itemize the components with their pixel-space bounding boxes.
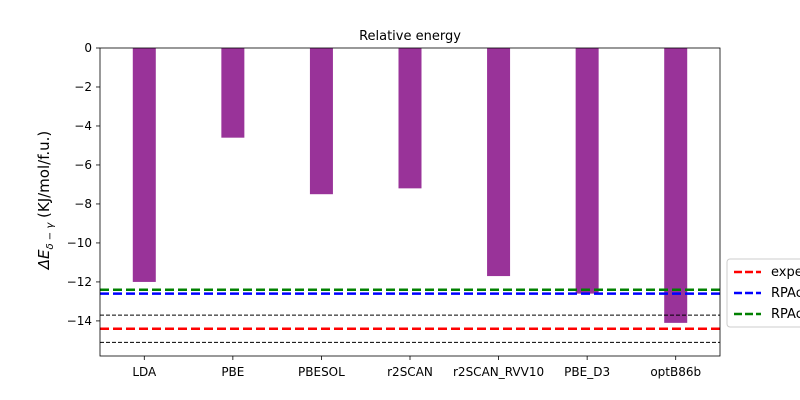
bar-pbesol <box>309 48 333 195</box>
legend: expe RPAc RPAc <box>726 258 800 328</box>
chart-title: Relative energy <box>359 29 461 44</box>
bar-pbe_d3 <box>575 48 599 294</box>
y-tick-label: −8 <box>74 197 92 211</box>
bar-r2scan_rvv10 <box>487 48 511 277</box>
legend-label: expe <box>771 265 800 280</box>
y-axis-label-main: ΔE <box>35 249 53 270</box>
x-tick-label: r2SCAN_RVV10 <box>453 365 544 379</box>
y-tick-label: −10 <box>67 236 92 250</box>
x-tick-label: optB86b <box>650 365 701 379</box>
y-tick-label: −14 <box>67 314 92 328</box>
bar-r2scan <box>398 48 422 189</box>
y-axis-label-unit: (KJ/mol/f.u.) <box>35 131 53 223</box>
x-tick-label: LDA <box>132 365 157 379</box>
bar-pbe <box>221 48 245 138</box>
x-tick-label: PBE <box>221 365 244 379</box>
legend-label: RPAc <box>771 307 800 322</box>
y-tick-label: −6 <box>74 158 92 172</box>
y-tick-label: −2 <box>74 80 92 94</box>
bar-lda <box>132 48 156 282</box>
y-tick-label: −12 <box>67 275 92 289</box>
y-tick-label: 0 <box>84 41 92 55</box>
x-tick-label: PBE_D3 <box>564 365 610 379</box>
x-tick-label: r2SCAN <box>387 365 433 379</box>
x-tick-label: PBESOL <box>298 365 345 379</box>
legend-label: RPAc <box>771 286 800 301</box>
legend-box <box>726 258 800 328</box>
bar-optb86b <box>664 48 688 323</box>
y-axis-label-sub: δ − γ <box>45 222 56 250</box>
y-axis-label: ΔEδ − γ (KJ/mol/f.u.) <box>35 131 56 271</box>
y-tick-label: −4 <box>74 119 92 133</box>
